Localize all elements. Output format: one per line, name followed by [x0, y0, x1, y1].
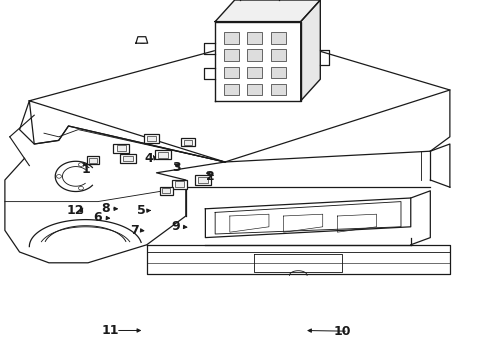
Bar	[89, 158, 97, 163]
Bar	[198, 177, 207, 183]
Bar	[155, 150, 170, 159]
Circle shape	[79, 163, 83, 166]
Polygon shape	[215, 22, 300, 101]
Circle shape	[79, 186, 83, 190]
Bar	[113, 144, 129, 153]
Text: 1: 1	[81, 163, 90, 176]
Bar	[184, 140, 192, 145]
Text: 8: 8	[101, 202, 109, 215]
Bar	[120, 154, 136, 163]
Text: 3: 3	[171, 161, 180, 174]
Bar	[270, 67, 285, 78]
Text: 7: 7	[130, 224, 139, 237]
Bar	[123, 156, 133, 161]
Polygon shape	[5, 158, 224, 263]
Text: 4: 4	[144, 152, 153, 165]
Bar	[181, 138, 195, 146]
Bar	[247, 32, 262, 44]
Bar	[270, 49, 285, 61]
Bar	[224, 84, 238, 95]
Bar	[116, 145, 126, 151]
Bar	[270, 84, 285, 95]
Bar	[224, 32, 238, 44]
Text: 11: 11	[101, 324, 119, 337]
Text: 6: 6	[93, 211, 102, 224]
Bar	[247, 84, 262, 95]
Bar	[224, 49, 238, 61]
Bar	[160, 187, 172, 194]
Polygon shape	[146, 245, 449, 274]
Polygon shape	[300, 0, 320, 101]
Bar	[158, 152, 167, 158]
Polygon shape	[215, 0, 320, 22]
Polygon shape	[29, 36, 449, 162]
Bar	[247, 67, 262, 78]
Text: 9: 9	[171, 220, 180, 233]
Text: 2: 2	[205, 170, 214, 183]
Bar	[174, 181, 184, 187]
Circle shape	[57, 175, 61, 178]
Bar	[146, 136, 156, 141]
Bar	[224, 67, 238, 78]
Bar	[143, 134, 159, 143]
Bar	[86, 157, 99, 164]
Text: 12: 12	[67, 204, 84, 217]
Text: 10: 10	[333, 325, 350, 338]
Text: 5: 5	[137, 204, 146, 217]
Bar	[195, 175, 210, 185]
Bar	[270, 32, 285, 44]
Bar	[247, 49, 262, 61]
Bar	[171, 180, 187, 189]
Bar	[162, 189, 170, 193]
